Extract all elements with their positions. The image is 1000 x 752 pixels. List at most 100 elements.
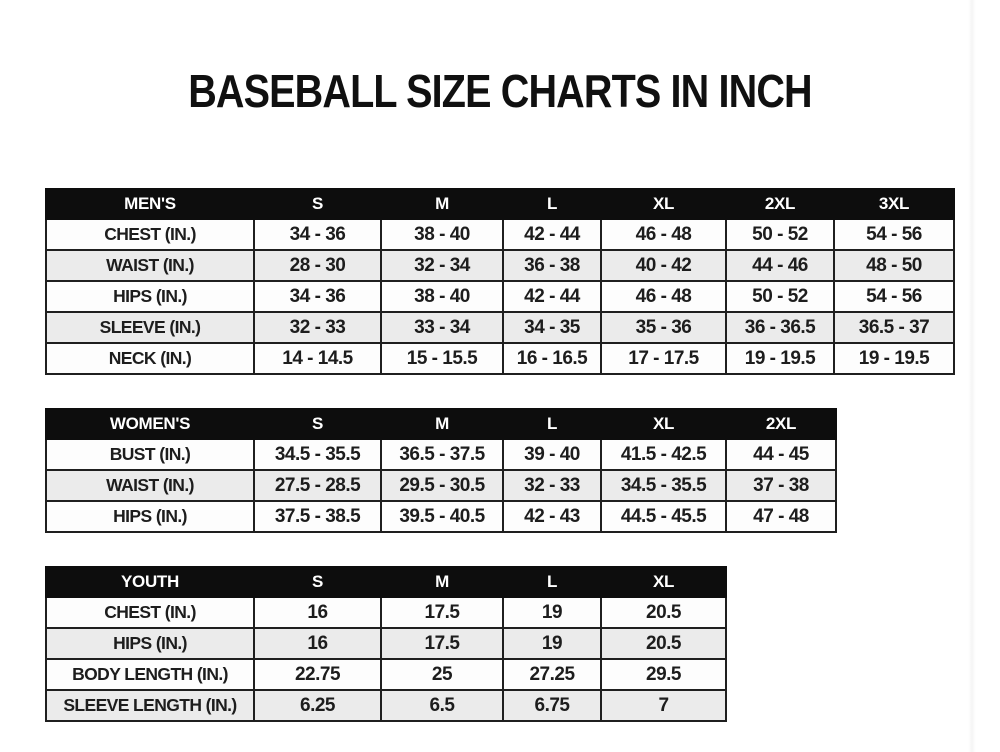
mens-size-value: 19 - 19.5: [725, 342, 835, 375]
youth-size-value: 20.5: [600, 627, 727, 660]
mens-size-column-header: S: [253, 188, 382, 220]
youth-size-value: 16: [253, 627, 382, 660]
mens-size-value: 42 - 44: [502, 280, 602, 313]
mens-size-value: 54 - 56: [833, 280, 955, 313]
mens-measurement-row: NECK (IN.) 14 - 14.5 15 - 15.5 16 - 16.5 17 …: [45, 342, 955, 375]
mens-size-value: 35 - 36: [600, 311, 727, 344]
mens-size-value: 42 - 44: [502, 218, 602, 251]
page-title: BASEBALL SIZE CHARTS IN INCH: [188, 65, 812, 117]
mens-size-value: 36 - 36.5: [725, 311, 835, 344]
mens-size-value: 14 - 14.5: [253, 342, 382, 375]
youth-table-title: YOUTH: [45, 566, 255, 598]
mens-size-value: 28 - 30: [253, 249, 382, 282]
womens-size-value: 32 - 33: [502, 469, 602, 502]
youth-size-value: 19: [502, 627, 602, 660]
mens-size-value: 36 - 38: [502, 249, 602, 282]
womens-size-value: 34.5 - 35.5: [253, 438, 382, 471]
womens-size-table: WOMEN'S S M L XL 2XL BUST (IN.) 34.5 - 35.5 36.5…: [45, 408, 837, 533]
mens-measurement-row: HIPS (IN.) 34 - 36 38 - 40 42 - 44 46 - 48 50…: [45, 280, 955, 313]
mens-size-table: MEN'S S M L XL 2XL 3XL CHEST (IN.) 34 - 36 38 - 4…: [45, 188, 955, 375]
mens-size-value: 32 - 34: [380, 249, 504, 282]
youth-size-table: YOUTH S M L XL CHEST (IN.) 16 17.5 19 20.5 HIPS (I…: [45, 566, 727, 722]
womens-size-value: 47 - 48: [725, 500, 837, 533]
youth-size-value: 7: [600, 689, 727, 722]
youth-size-value: 29.5: [600, 658, 727, 691]
mens-size-value: 33 - 34: [380, 311, 504, 344]
youth-size-value: 27.25: [502, 658, 602, 691]
youth-size-column-header: M: [380, 566, 504, 598]
mens-measurement-label: HIPS (IN.): [45, 280, 255, 313]
womens-size-column-header: 2XL: [725, 408, 837, 440]
youth-measurement-label: BODY LENGTH (IN.): [45, 658, 255, 691]
womens-size-value: 34.5 - 35.5: [600, 469, 727, 502]
youth-header-row: YOUTH S M L XL: [45, 566, 727, 598]
mens-size-value: 40 - 42: [600, 249, 727, 282]
mens-size-value: 17 - 17.5: [600, 342, 727, 375]
womens-size-value: 44 - 45: [725, 438, 837, 471]
youth-size-value: 20.5: [600, 596, 727, 629]
mens-size-value: 16 - 16.5: [502, 342, 602, 375]
mens-size-value: 46 - 48: [600, 218, 727, 251]
youth-size-value: 25: [380, 658, 504, 691]
womens-size-value: 37.5 - 38.5: [253, 500, 382, 533]
youth-size-column-header: S: [253, 566, 382, 598]
youth-measurement-row: CHEST (IN.) 16 17.5 19 20.5: [45, 596, 727, 629]
youth-measurement-label: HIPS (IN.): [45, 627, 255, 660]
mens-measurement-label: NECK (IN.): [45, 342, 255, 375]
womens-size-value: 44.5 - 45.5: [600, 500, 727, 533]
mens-size-value: 38 - 40: [380, 218, 504, 251]
youth-size-value: 19: [502, 596, 602, 629]
mens-size-value: 36.5 - 37: [833, 311, 955, 344]
youth-size-column-header: XL: [600, 566, 727, 598]
mens-size-value: 34 - 35: [502, 311, 602, 344]
mens-header-row: MEN'S S M L XL 2XL 3XL: [45, 188, 955, 220]
mens-measurement-label: CHEST (IN.): [45, 218, 255, 251]
womens-measurement-row: BUST (IN.) 34.5 - 35.5 36.5 - 37.5 39 - 40 4…: [45, 438, 837, 471]
mens-size-column-header: 3XL: [833, 188, 955, 220]
womens-measurement-label: BUST (IN.): [45, 438, 255, 471]
mens-size-column-header: L: [502, 188, 602, 220]
youth-size-value: 6.5: [380, 689, 504, 722]
youth-measurement-row: SLEEVE LENGTH (IN.) 6.25 6.5 6.75 7: [45, 689, 727, 722]
womens-size-column-header: M: [380, 408, 504, 440]
youth-size-value: 17.5: [380, 596, 504, 629]
youth-measurement-row: BODY LENGTH (IN.) 22.75 25 27.25 29.5: [45, 658, 727, 691]
youth-size-value: 6.75: [502, 689, 602, 722]
mens-size-value: 50 - 52: [725, 218, 835, 251]
mens-size-column-header: XL: [600, 188, 727, 220]
womens-size-value: 39 - 40: [502, 438, 602, 471]
scan-edge-artifact: [968, 0, 976, 752]
mens-table-title: MEN'S: [45, 188, 255, 220]
mens-size-value: 50 - 52: [725, 280, 835, 313]
mens-size-value: 54 - 56: [833, 218, 955, 251]
womens-size-column-header: XL: [600, 408, 727, 440]
mens-measurement-row: SLEEVE (IN.) 32 - 33 33 - 34 34 - 35 35 - 36…: [45, 311, 955, 344]
womens-measurement-row: WAIST (IN.) 27.5 - 28.5 29.5 - 30.5 32 - 33…: [45, 469, 837, 502]
mens-size-value: 38 - 40: [380, 280, 504, 313]
mens-size-value: 34 - 36: [253, 218, 382, 251]
womens-size-value: 42 - 43: [502, 500, 602, 533]
womens-size-column-header: S: [253, 408, 382, 440]
womens-size-value: 41.5 - 42.5: [600, 438, 727, 471]
womens-size-value: 36.5 - 37.5: [380, 438, 504, 471]
mens-size-column-header: 2XL: [725, 188, 835, 220]
womens-measurement-label: WAIST (IN.): [45, 469, 255, 502]
youth-size-value: 6.25: [253, 689, 382, 722]
youth-size-value: 22.75: [253, 658, 382, 691]
womens-header-row: WOMEN'S S M L XL 2XL: [45, 408, 837, 440]
womens-size-column-header: L: [502, 408, 602, 440]
youth-size-value: 17.5: [380, 627, 504, 660]
mens-measurement-row: CHEST (IN.) 34 - 36 38 - 40 42 - 44 46 - 48 5…: [45, 218, 955, 251]
womens-measurement-row: HIPS (IN.) 37.5 - 38.5 39.5 - 40.5 42 - 43 4…: [45, 500, 837, 533]
youth-measurement-label: SLEEVE LENGTH (IN.): [45, 689, 255, 722]
youth-measurement-row: HIPS (IN.) 16 17.5 19 20.5: [45, 627, 727, 660]
mens-size-value: 46 - 48: [600, 280, 727, 313]
mens-size-value: 44 - 46: [725, 249, 835, 282]
youth-measurement-label: CHEST (IN.): [45, 596, 255, 629]
womens-measurement-label: HIPS (IN.): [45, 500, 255, 533]
mens-size-value: 32 - 33: [253, 311, 382, 344]
womens-size-value: 29.5 - 30.5: [380, 469, 504, 502]
mens-size-value: 34 - 36: [253, 280, 382, 313]
womens-size-value: 37 - 38: [725, 469, 837, 502]
